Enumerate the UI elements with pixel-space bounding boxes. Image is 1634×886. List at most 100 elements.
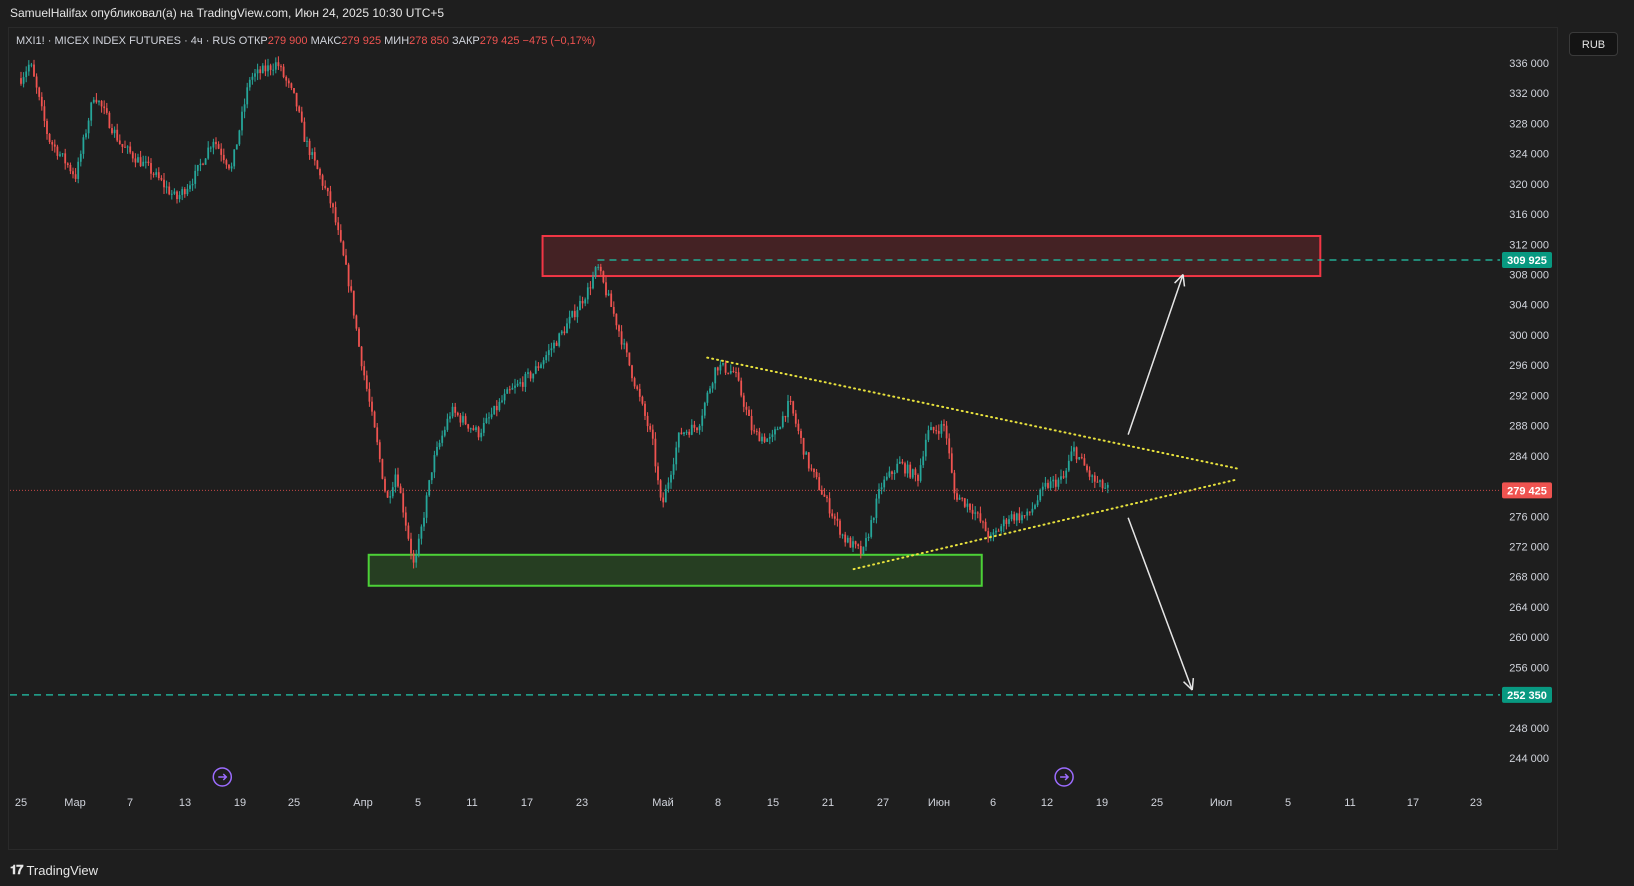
candle-body bbox=[415, 555, 418, 563]
candle-body bbox=[654, 438, 657, 467]
candle-body bbox=[61, 153, 64, 155]
candle-body bbox=[566, 323, 568, 334]
candle-body bbox=[932, 427, 935, 431]
candle-body bbox=[25, 71, 28, 78]
candle-body bbox=[997, 530, 1000, 532]
y-tick-label: 316 000 bbox=[1509, 209, 1549, 221]
y-tick-label: 248 000 bbox=[1509, 723, 1549, 735]
candle-body bbox=[958, 497, 961, 500]
candle-body bbox=[885, 476, 888, 480]
candle-body bbox=[1013, 514, 1016, 521]
candle-body bbox=[371, 401, 373, 412]
candle-body bbox=[992, 532, 995, 535]
candle-body bbox=[662, 497, 665, 503]
candle-body bbox=[919, 465, 922, 481]
candle-body bbox=[891, 471, 893, 474]
candle-body bbox=[875, 498, 878, 518]
candle-body bbox=[1044, 482, 1047, 487]
candle-body bbox=[506, 389, 509, 394]
candle-body bbox=[763, 436, 766, 442]
candle-body bbox=[261, 65, 264, 74]
candle-body bbox=[732, 371, 735, 373]
candle-body bbox=[1078, 457, 1081, 460]
candle-body bbox=[943, 424, 945, 426]
candle-body bbox=[930, 427, 932, 431]
candle-body bbox=[220, 148, 223, 155]
candle-body bbox=[462, 416, 464, 423]
candle-body bbox=[641, 396, 644, 404]
candle-body bbox=[449, 416, 451, 419]
candle-body bbox=[550, 348, 553, 351]
candle-body bbox=[995, 530, 997, 533]
candle-body bbox=[553, 342, 555, 349]
candle-body bbox=[776, 429, 779, 431]
x-tick-label: 11 bbox=[1344, 797, 1355, 809]
candle-body bbox=[547, 350, 550, 356]
candle-body bbox=[126, 146, 129, 148]
candle-body bbox=[818, 477, 821, 491]
candle-body bbox=[285, 76, 288, 81]
candle-body bbox=[971, 509, 974, 514]
candle-body bbox=[399, 486, 402, 494]
x-tick-label: 19 bbox=[1096, 797, 1108, 809]
candle-body bbox=[103, 106, 106, 109]
candle-body bbox=[792, 401, 795, 414]
candle-body bbox=[545, 355, 548, 361]
candle-body bbox=[735, 372, 737, 374]
candle-body bbox=[443, 429, 446, 436]
y-tick-label: 256 000 bbox=[1509, 662, 1549, 674]
candle-body bbox=[347, 264, 350, 287]
candle-body bbox=[771, 434, 774, 438]
candle-body bbox=[230, 166, 233, 169]
candle-body bbox=[966, 503, 969, 507]
candle-body bbox=[298, 106, 301, 112]
candle-body bbox=[664, 488, 667, 503]
x-tick-label: 17 bbox=[521, 797, 533, 809]
candle-body bbox=[560, 331, 563, 334]
candle-body bbox=[646, 415, 649, 427]
candle-body bbox=[407, 525, 410, 539]
candle-body bbox=[615, 313, 618, 326]
candle-body bbox=[680, 432, 683, 435]
candle-body bbox=[74, 174, 77, 179]
candle-body bbox=[378, 442, 381, 460]
candle-body bbox=[914, 469, 917, 475]
candle-body bbox=[857, 544, 860, 546]
candle-body bbox=[215, 141, 217, 145]
candle-body bbox=[33, 64, 35, 77]
candle-body bbox=[524, 373, 527, 387]
currency-button[interactable]: RUB bbox=[1569, 32, 1618, 56]
candle-body bbox=[987, 531, 990, 538]
candle-body bbox=[40, 96, 43, 107]
candle-body bbox=[79, 153, 82, 162]
candle-body bbox=[685, 431, 688, 433]
candle-body bbox=[217, 144, 220, 149]
candle-body bbox=[898, 461, 901, 464]
candle-body bbox=[475, 427, 477, 431]
candle-body bbox=[425, 495, 428, 518]
candle-body bbox=[1002, 519, 1005, 527]
candle-body bbox=[287, 80, 290, 84]
candle-body bbox=[729, 371, 732, 374]
y-tick-label: 288 000 bbox=[1509, 421, 1549, 433]
event-marker-arrow-icon bbox=[1060, 773, 1070, 781]
candle-body bbox=[482, 422, 485, 433]
candle-body bbox=[267, 65, 269, 72]
candle-body bbox=[618, 325, 620, 332]
candle-body bbox=[313, 152, 316, 161]
candle-body bbox=[173, 191, 176, 194]
candle-body bbox=[30, 64, 33, 66]
candle-body bbox=[20, 78, 22, 84]
candle-body bbox=[111, 128, 113, 134]
candle-body bbox=[867, 536, 870, 539]
candle-body bbox=[423, 517, 425, 527]
candle-body bbox=[480, 432, 483, 438]
candle-body bbox=[1073, 447, 1075, 452]
candle-body bbox=[737, 372, 740, 381]
candle-body bbox=[1101, 480, 1104, 489]
candle-body bbox=[90, 102, 93, 121]
candle-body bbox=[152, 173, 155, 175]
candle-body bbox=[1039, 489, 1042, 501]
event-marker-arrow-icon bbox=[218, 773, 228, 781]
